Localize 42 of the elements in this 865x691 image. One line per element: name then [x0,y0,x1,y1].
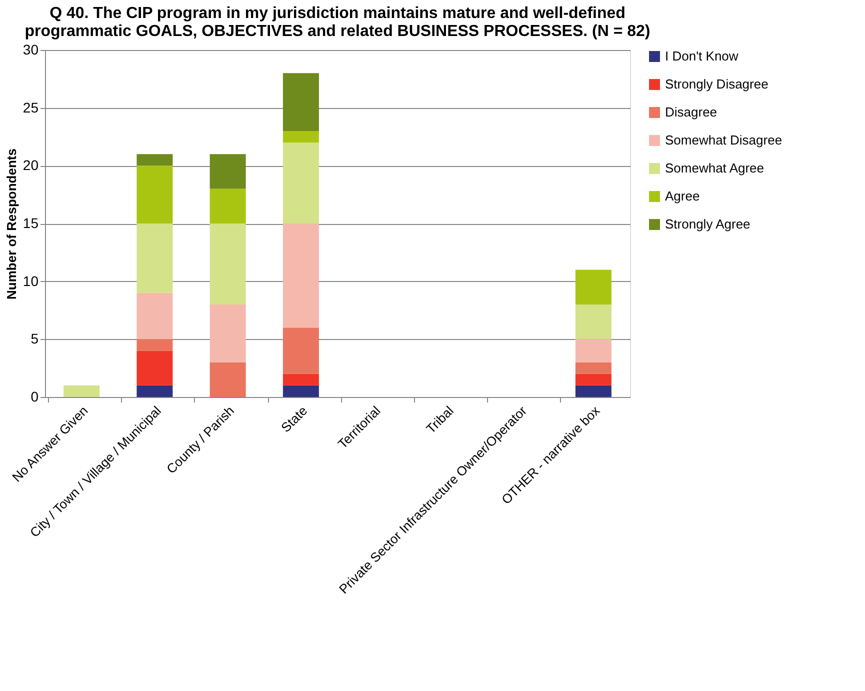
y-axis-title: Number of Respondents [4,148,19,300]
bar [136,154,173,166]
bar [210,304,246,362]
legend-label: Disagree [665,104,718,120]
y-tick-label: 5 [30,330,39,347]
y-tick-label: 30 [22,42,39,58]
bar [575,385,612,397]
bar [282,142,319,224]
bar [575,362,612,374]
legend-label: Strongly Agree [665,216,750,232]
legend-label: Agree [665,188,700,204]
bar [136,339,173,351]
bar [210,362,246,397]
bar [575,304,612,340]
bar [210,154,246,189]
bar [282,385,319,397]
bar [64,385,100,397]
bar [575,339,612,362]
y-tick-label: 15 [22,215,39,231]
bar [136,385,173,397]
bar [282,73,319,131]
bar [575,270,612,304]
bar [136,166,173,224]
bar [210,188,246,224]
legend-label: Strongly Disagree [665,76,768,92]
bar [282,224,319,328]
bar [136,350,173,386]
bar [136,224,173,293]
bar [282,374,319,386]
y-tick-label: 10 [22,272,39,289]
y-tick-label: 25 [22,99,39,116]
bar [210,224,246,304]
y-tick-label: 20 [22,157,39,174]
bar [136,292,173,340]
bar [282,130,319,143]
legend-label: Somewhat Disagree [665,132,782,148]
bar [282,328,319,374]
legend-label: Somewhat Agree [665,160,764,176]
y-tick-label: 0 [30,388,39,404]
chart-title: Q 40. The CIP program in my jurisdiction maintains mature and well-defined programmatic GOALS, OBJECTIVES and related BUSINESS PROCESSES. (N = 82) [24,5,650,40]
legend-label: I Don't Know [665,48,739,64]
bar [575,374,612,386]
